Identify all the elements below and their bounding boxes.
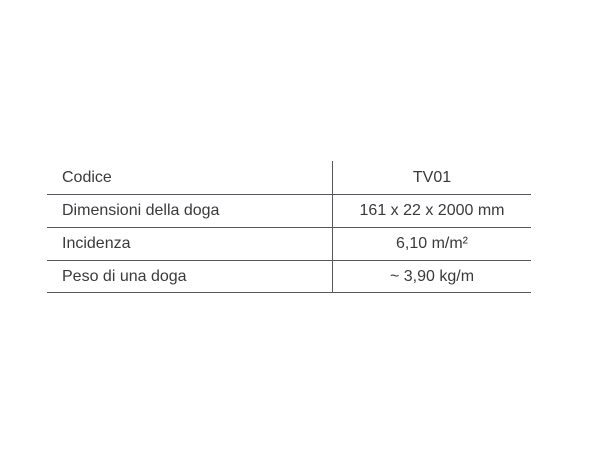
table-row: Codice TV01	[47, 161, 531, 194]
spec-table: Codice TV01 Dimensioni della doga 161 x …	[47, 161, 531, 293]
row-label: Peso di una doga	[62, 267, 187, 285]
table-row: Peso di una doga ~ 3,90 kg/m	[47, 260, 531, 293]
row-label: Incidenza	[62, 235, 131, 252]
row-label: Codice	[62, 168, 112, 186]
row-value: ~ 3,90 kg/m	[332, 261, 531, 292]
row-value: 161 x 22 x 2000 mm	[332, 195, 531, 227]
table-row: Incidenza 6,10 m/m²	[47, 227, 531, 260]
row-value: 6,10 m/m²	[332, 228, 531, 260]
row-label: Dimensioni della doga	[62, 202, 220, 219]
table-row: Dimensioni della doga 161 x 22 x 2000 mm	[47, 194, 531, 227]
row-value: TV01	[332, 161, 531, 194]
